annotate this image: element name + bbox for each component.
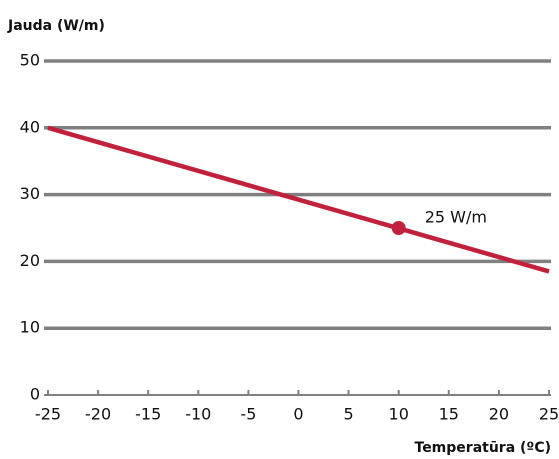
annotation-marker bbox=[391, 221, 406, 235]
x-tick-label: -20 bbox=[85, 405, 111, 424]
x-tick-label: -10 bbox=[185, 405, 211, 424]
y-tick-label: 10 bbox=[20, 318, 40, 337]
x-tick-label: 25 bbox=[539, 405, 559, 424]
x-tick-label: -5 bbox=[240, 405, 256, 424]
x-tick-label: 15 bbox=[439, 405, 459, 424]
annotation-label: 25 W/m bbox=[425, 208, 487, 227]
y-tick-label: 20 bbox=[20, 251, 40, 270]
x-tick-label: 5 bbox=[344, 405, 354, 424]
x-tick-label: -15 bbox=[135, 405, 161, 424]
line-series bbox=[47, 125, 550, 274]
x-axis-label: Temperatūra (ºC) bbox=[415, 440, 552, 456]
y-axis-label: Jauda (W/m) bbox=[7, 18, 105, 34]
x-tick-label: 10 bbox=[389, 405, 409, 424]
y-tick-label: 40 bbox=[20, 117, 40, 136]
y-tick-label: 50 bbox=[20, 51, 40, 70]
x-tick-label: -25 bbox=[35, 405, 61, 424]
x-tick-label: 0 bbox=[293, 405, 303, 424]
x-tick-label: 20 bbox=[489, 405, 509, 424]
y-tick-label: 0 bbox=[30, 385, 40, 404]
y-tick-label: 30 bbox=[20, 184, 40, 203]
